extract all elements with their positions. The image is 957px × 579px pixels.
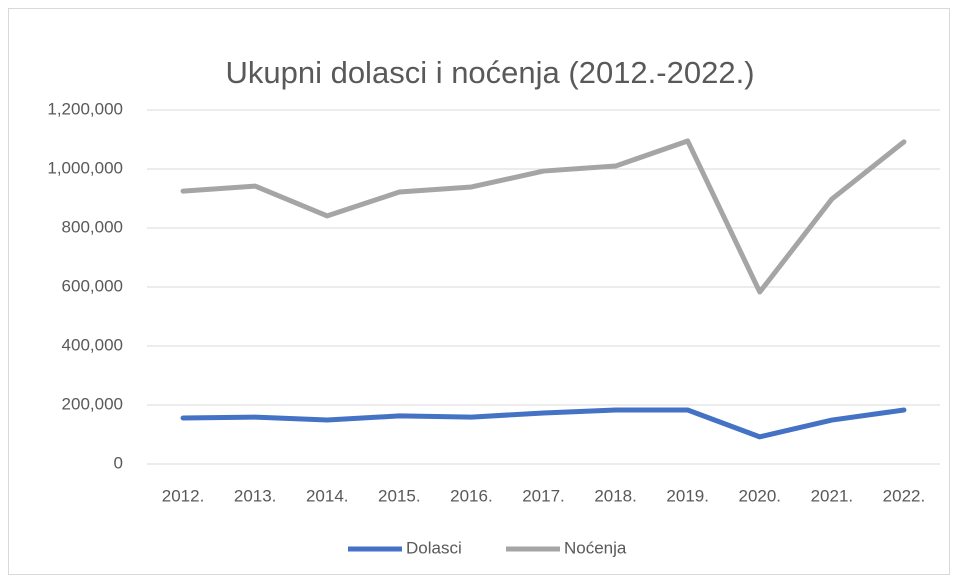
y-tick-label: 400,000 — [62, 335, 123, 354]
y-tick-label: 600,000 — [62, 276, 123, 295]
x-tick-label: 2017. — [522, 486, 565, 505]
x-tick-label: 2022. — [883, 486, 926, 505]
series-line — [180, 407, 907, 440]
x-tick-label: 2015. — [378, 486, 421, 505]
x-tick-label: 2018. — [594, 486, 637, 505]
series-line — [180, 138, 907, 295]
x-tick-label: 2021. — [811, 486, 854, 505]
y-tick-label: 0 — [114, 453, 123, 472]
x-tick-label: 2014. — [306, 486, 349, 505]
legend-label: Dolasci — [406, 538, 462, 557]
y-tick-label: 1,200,000 — [47, 99, 123, 118]
x-tick-label: 2020. — [738, 486, 781, 505]
x-tick-label: 2019. — [666, 486, 709, 505]
legend-label: Noćenja — [564, 538, 627, 557]
y-tick-label: 800,000 — [62, 217, 123, 236]
y-tick-label: 200,000 — [62, 394, 123, 413]
y-tick-label: 1,000,000 — [47, 158, 123, 177]
x-tick-label: 2013. — [234, 486, 277, 505]
chart-title: Ukupni dolasci i noćenja (2012.-2022.) — [225, 55, 754, 90]
x-tick-label: 2016. — [450, 486, 493, 505]
chart-border — [8, 8, 950, 575]
x-tick-label: 2012. — [162, 486, 205, 505]
